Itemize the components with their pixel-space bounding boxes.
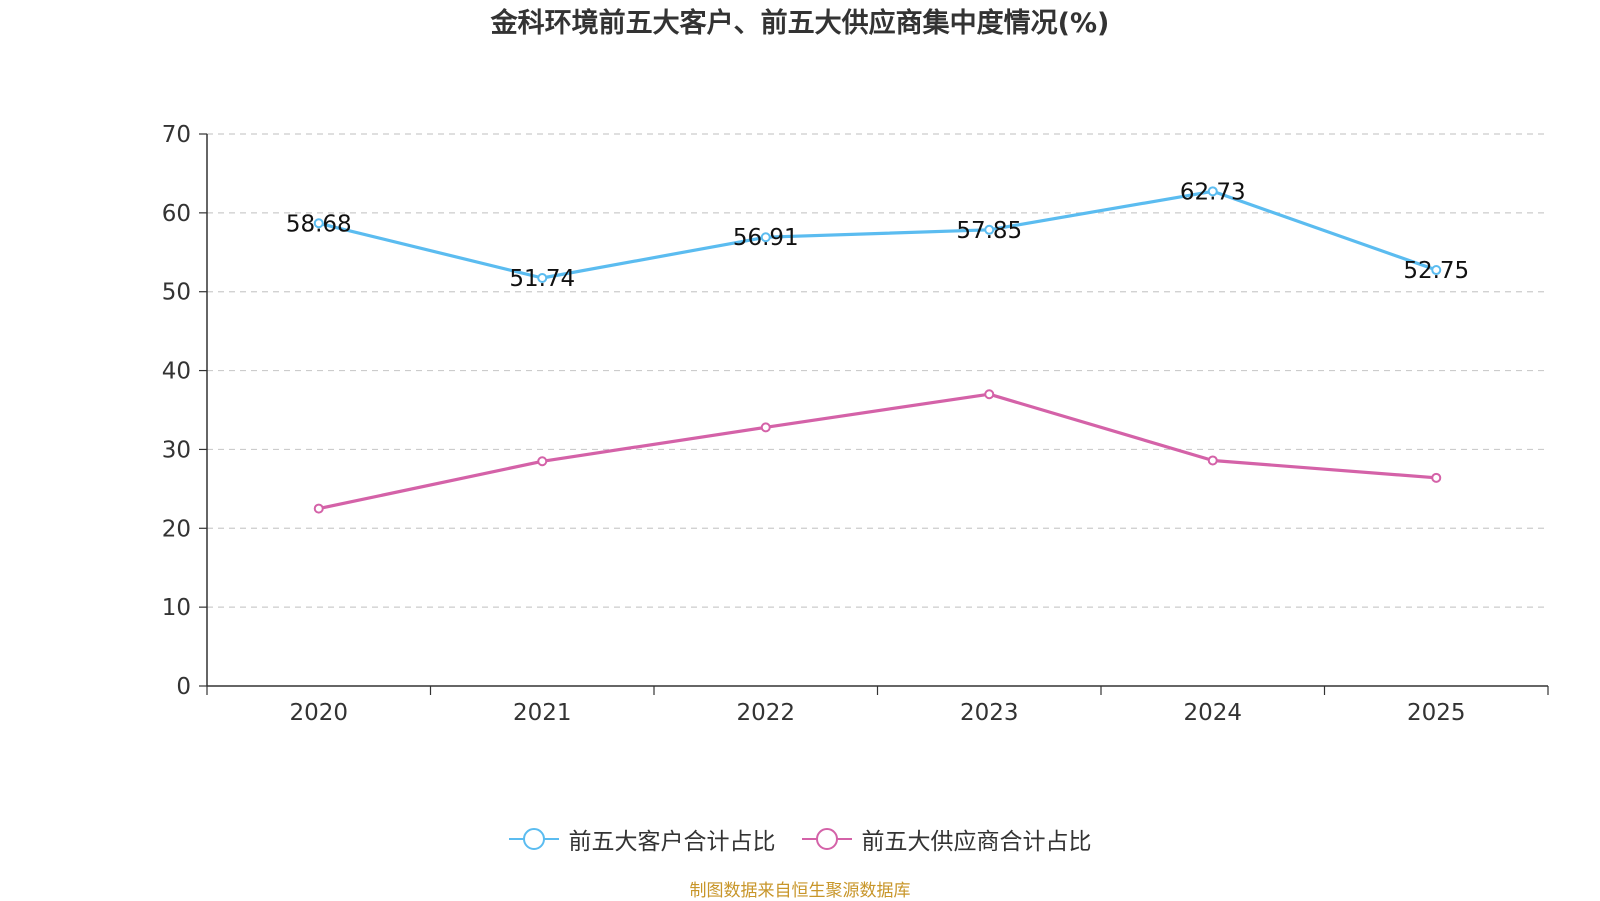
legend-swatch-circle [522, 828, 545, 850]
axes: 0 10 20 30 40 50 60 70 2020 2021 2022 2023 2024 2025 [162, 122, 1549, 726]
legend-label: 前五大供应商合计占比 [861, 829, 1092, 855]
x-tick-label: 2024 [1183, 700, 1242, 726]
source-note: 制图数据来自恒生聚源数据库 [689, 881, 911, 901]
grid-lines [207, 133, 1548, 608]
data-label: 56.91 [733, 225, 799, 251]
data-label: 62.73 [1180, 179, 1246, 205]
series-line-1 [317, 392, 1438, 511]
data-label: 57.85 [956, 218, 1022, 244]
x-tick-label: 2025 [1407, 700, 1466, 726]
data-point [760, 232, 771, 243]
data-point [1431, 265, 1442, 276]
x-tick-label: 2023 [960, 700, 1019, 726]
series-line-0 [317, 189, 1438, 280]
data-labels: 58.68 51.74 56.91 57.85 62.73 52.75 [286, 179, 1469, 292]
legend-label: 前五大客户合计占比 [568, 829, 776, 855]
x-tick-label: 2020 [289, 700, 348, 726]
data-label: 52.75 [1403, 258, 1469, 284]
legend-line-circle-icon [801, 828, 852, 850]
data-point [313, 218, 324, 229]
y-tick-label: 30 [162, 437, 191, 463]
y-tick-label: 50 [162, 280, 191, 306]
y-tick-label: 60 [162, 201, 191, 227]
data-label: 58.68 [286, 211, 352, 237]
data-point [1207, 186, 1218, 197]
legend-item-customers[interactable]: 前五大客户合计占比 [508, 822, 776, 856]
y-tick-label: 40 [162, 359, 191, 385]
legend-item-suppliers[interactable]: 前五大供应商合计占比 [801, 822, 1092, 856]
y-tick-label: 70 [162, 122, 191, 148]
data-label: 51.74 [509, 266, 575, 292]
data-point [313, 503, 324, 514]
chart-title: 金科环境前五大客户、前五大供应商集中度情况(%) [490, 8, 1110, 39]
y-tick-label: 0 [176, 674, 191, 700]
x-tick-label: 2021 [513, 700, 572, 726]
x-tick-label: 2022 [736, 700, 795, 726]
data-point [1207, 455, 1218, 466]
data-point [984, 389, 995, 400]
legend: 前五大客户合计占比 前五大供应商合计占比 [0, 822, 1600, 856]
data-point [537, 272, 548, 283]
legend-line-circle-icon [508, 828, 559, 850]
data-point [760, 422, 771, 433]
legend-swatch-circle [815, 828, 838, 850]
series-lines [313, 186, 1442, 514]
y-tick-label: 10 [162, 595, 191, 621]
data-point [984, 224, 995, 235]
y-tick-label: 20 [162, 516, 191, 542]
data-point [1431, 472, 1442, 483]
data-point [537, 456, 548, 467]
